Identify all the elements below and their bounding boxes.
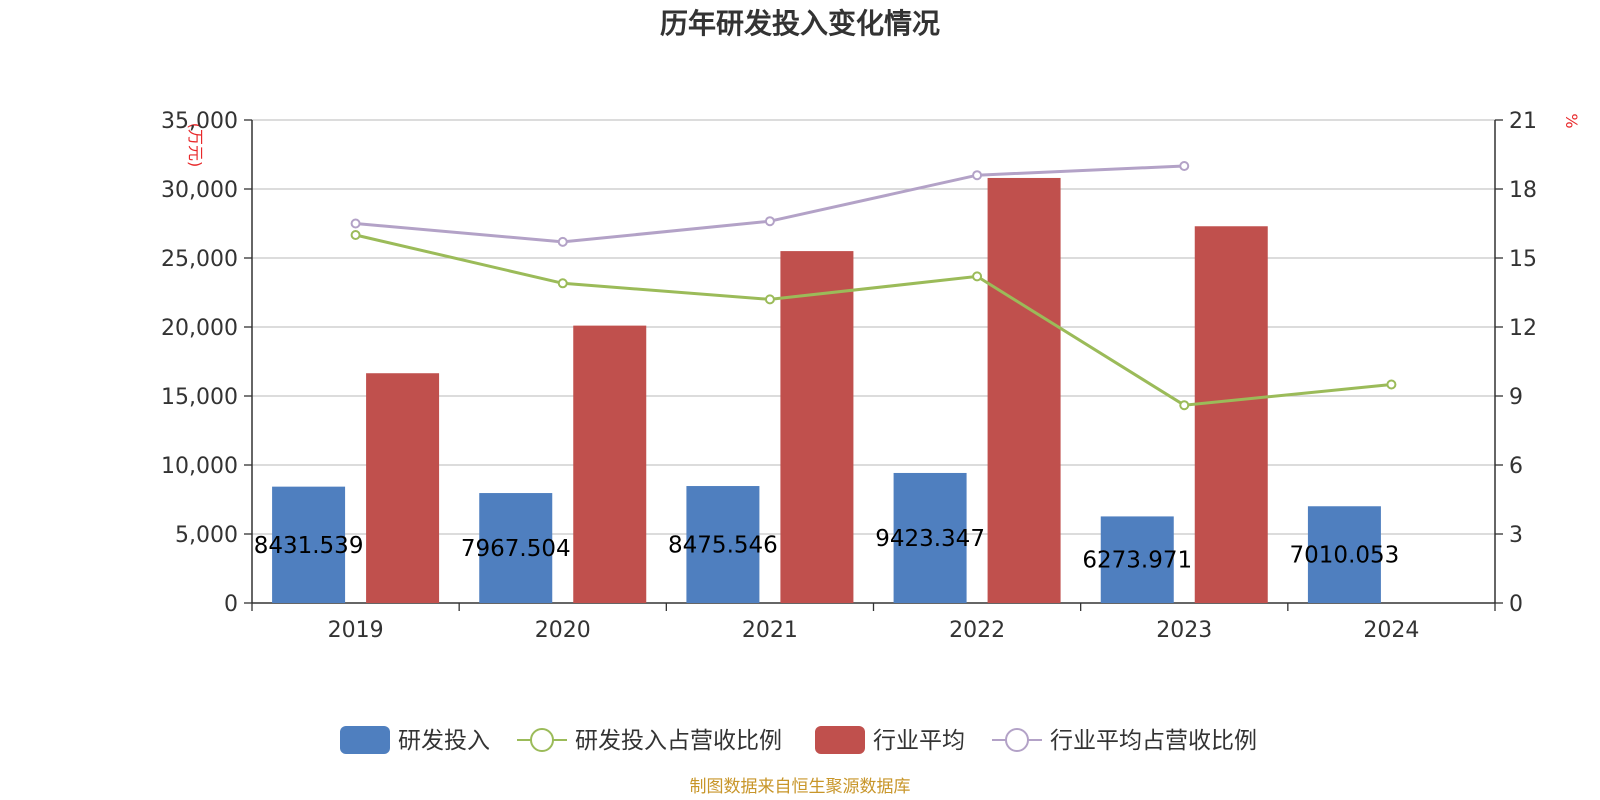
line-point (764, 216, 775, 227)
legend: 研发投入 研发投入占营收比例 行业平均 行业平均占营收比例 (340, 726, 1257, 754)
left-axis-tick-label: 35,000 (161, 109, 238, 134)
bar-data-label: 6273.971 (1082, 548, 1192, 574)
x-axis-tick-label: 2022 (949, 618, 1005, 643)
axes: 0 0 5,000 3 10,000 6 15,000 9 20,000 12 25,000 15 30… (161, 109, 1537, 643)
bars (272, 177, 1381, 603)
bar-data-label: 9423.347 (875, 526, 985, 552)
line-point (972, 170, 983, 181)
legend-marker (1005, 728, 1029, 752)
bar-data-label: 7967.504 (461, 536, 571, 562)
bar (366, 373, 440, 603)
bar (479, 493, 553, 603)
legend-label: 行业平均 (873, 728, 965, 754)
line-point (350, 230, 361, 240)
line-point (764, 294, 775, 305)
line-point (557, 278, 568, 289)
series-line (355, 233, 1392, 407)
lines (350, 161, 1397, 411)
legend-marker (530, 728, 554, 752)
x-axis-tick-label: 2024 (1363, 618, 1419, 643)
chart-title: 历年研发投入变化情况 (660, 7, 940, 40)
bar (987, 177, 1061, 603)
right-axis-tick-label: 21 (1509, 109, 1537, 134)
right-axis-tick-label: 3 (1509, 523, 1523, 548)
bar (272, 486, 346, 603)
right-axis-tick-label: 0 (1509, 592, 1523, 617)
left-axis-tick-label: 15,000 (161, 385, 238, 410)
right-axis-tick-label: 12 (1509, 316, 1537, 341)
legend-swatch (340, 726, 390, 754)
bar (686, 486, 760, 603)
left-axis-tick-label: 10,000 (161, 454, 238, 479)
bar-data-label: 8431.539 (254, 533, 364, 559)
bar (573, 325, 647, 603)
legend-label: 研发投入 (398, 728, 490, 754)
right-axis-unit: % (1562, 113, 1581, 128)
left-axis-tick-label: 5,000 (175, 523, 238, 548)
x-axis-tick-label: 2020 (535, 618, 591, 643)
left-axis-tick-label: 30,000 (161, 178, 238, 203)
x-axis-tick-label: 2023 (1156, 618, 1212, 643)
line-point (557, 236, 568, 247)
right-axis-tick-label: 18 (1509, 178, 1537, 203)
bar (1307, 506, 1381, 603)
bar (893, 472, 967, 603)
line-point (1386, 379, 1397, 390)
bar (1194, 226, 1268, 603)
x-axis-tick-label: 2019 (328, 618, 384, 643)
bar-data-label: 7010.053 (1290, 543, 1400, 569)
bar (1100, 516, 1174, 603)
right-axis-tick-label: 9 (1509, 385, 1523, 410)
left-axis-tick-label: 25,000 (161, 247, 238, 272)
legend-label: 行业平均占营收比例 (1050, 728, 1257, 754)
bar (780, 251, 854, 603)
bar-data-label: 8475.546 (668, 533, 778, 559)
right-axis-tick-label: 6 (1509, 454, 1523, 479)
left-axis-unit: (万元) (186, 123, 205, 168)
line-point (1179, 161, 1190, 171)
left-axis-tick-label: 20,000 (161, 316, 238, 341)
data-labels: 8431.539 7967.504 8475.546 9423.347 6273.971… (254, 526, 1400, 574)
x-axis-tick-label: 2021 (742, 618, 798, 643)
source-note: 制图数据来自恒生聚源数据库 (690, 777, 911, 797)
line-point (972, 271, 983, 282)
line-point (1179, 400, 1190, 411)
legend-swatch (815, 726, 865, 754)
line-point (350, 218, 361, 229)
legend-label: 研发投入占营收比例 (575, 728, 782, 754)
right-axis-tick-label: 15 (1509, 247, 1537, 272)
left-axis-tick-label: 0 (224, 592, 238, 617)
